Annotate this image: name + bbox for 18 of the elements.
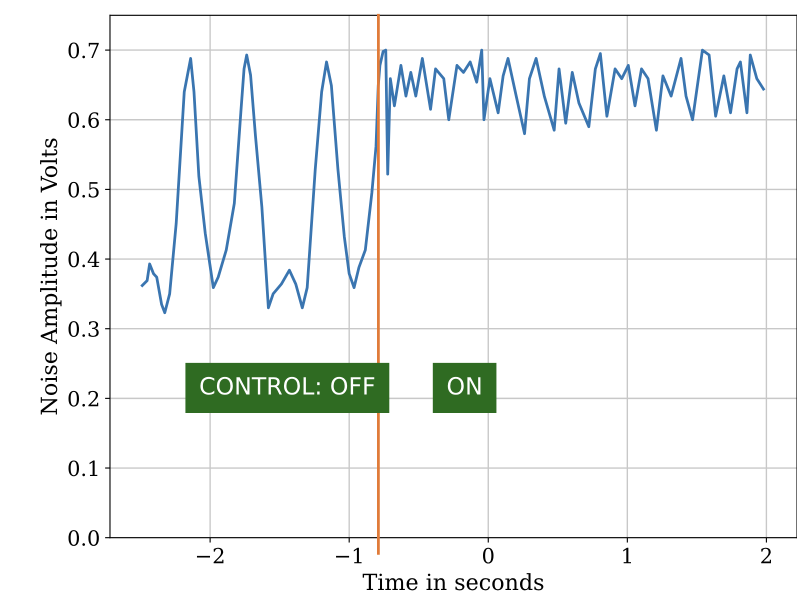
- y-tick-label: 0.7: [68, 42, 99, 58]
- y-tick-label: 0.3: [68, 321, 99, 337]
- x-tick-label: −1: [336, 548, 362, 564]
- x-axis-title: Time in seconds: [362, 573, 544, 590]
- x-tick-label: −2: [196, 548, 224, 564]
- y-axis-title: Noise Amplitude in Volts: [40, 138, 62, 414]
- y-tick-label: 0.5: [68, 182, 99, 198]
- annotation: CONTROL: OFF: [200, 376, 374, 395]
- x-tick-label: 0: [483, 548, 494, 564]
- y-tick-label: 0.2: [68, 390, 98, 407]
- y-tick-label: 0.1: [68, 460, 98, 476]
- annotation: ON: [448, 376, 480, 395]
- y-tick-label: 0.4: [68, 252, 100, 268]
- x-tick-label: 1: [623, 548, 631, 564]
- y-tick-label: 0.0: [68, 530, 99, 546]
- line-series: [140, 48, 765, 314]
- x-tick-label: 2: [761, 548, 771, 564]
- y-tick-label: 0.6: [68, 112, 99, 128]
